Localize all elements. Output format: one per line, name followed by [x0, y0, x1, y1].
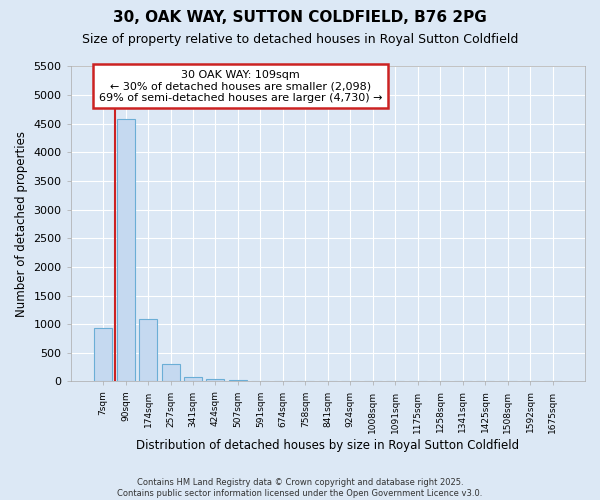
Bar — [206, 378, 224, 382]
Text: 30 OAK WAY: 109sqm
← 30% of detached houses are smaller (2,098)
69% of semi-deta: 30 OAK WAY: 109sqm ← 30% of detached hou… — [98, 70, 382, 103]
X-axis label: Distribution of detached houses by size in Royal Sutton Coldfield: Distribution of detached houses by size … — [136, 440, 520, 452]
Text: Contains HM Land Registry data © Crown copyright and database right 2025.
Contai: Contains HM Land Registry data © Crown c… — [118, 478, 482, 498]
Bar — [229, 380, 247, 382]
Bar — [94, 328, 112, 382]
Y-axis label: Number of detached properties: Number of detached properties — [15, 131, 28, 317]
Bar — [161, 364, 179, 382]
Text: Size of property relative to detached houses in Royal Sutton Coldfield: Size of property relative to detached ho… — [82, 32, 518, 46]
Text: 30, OAK WAY, SUTTON COLDFIELD, B76 2PG: 30, OAK WAY, SUTTON COLDFIELD, B76 2PG — [113, 10, 487, 25]
Bar — [139, 319, 157, 382]
Bar — [116, 119, 134, 382]
Bar — [184, 377, 202, 382]
